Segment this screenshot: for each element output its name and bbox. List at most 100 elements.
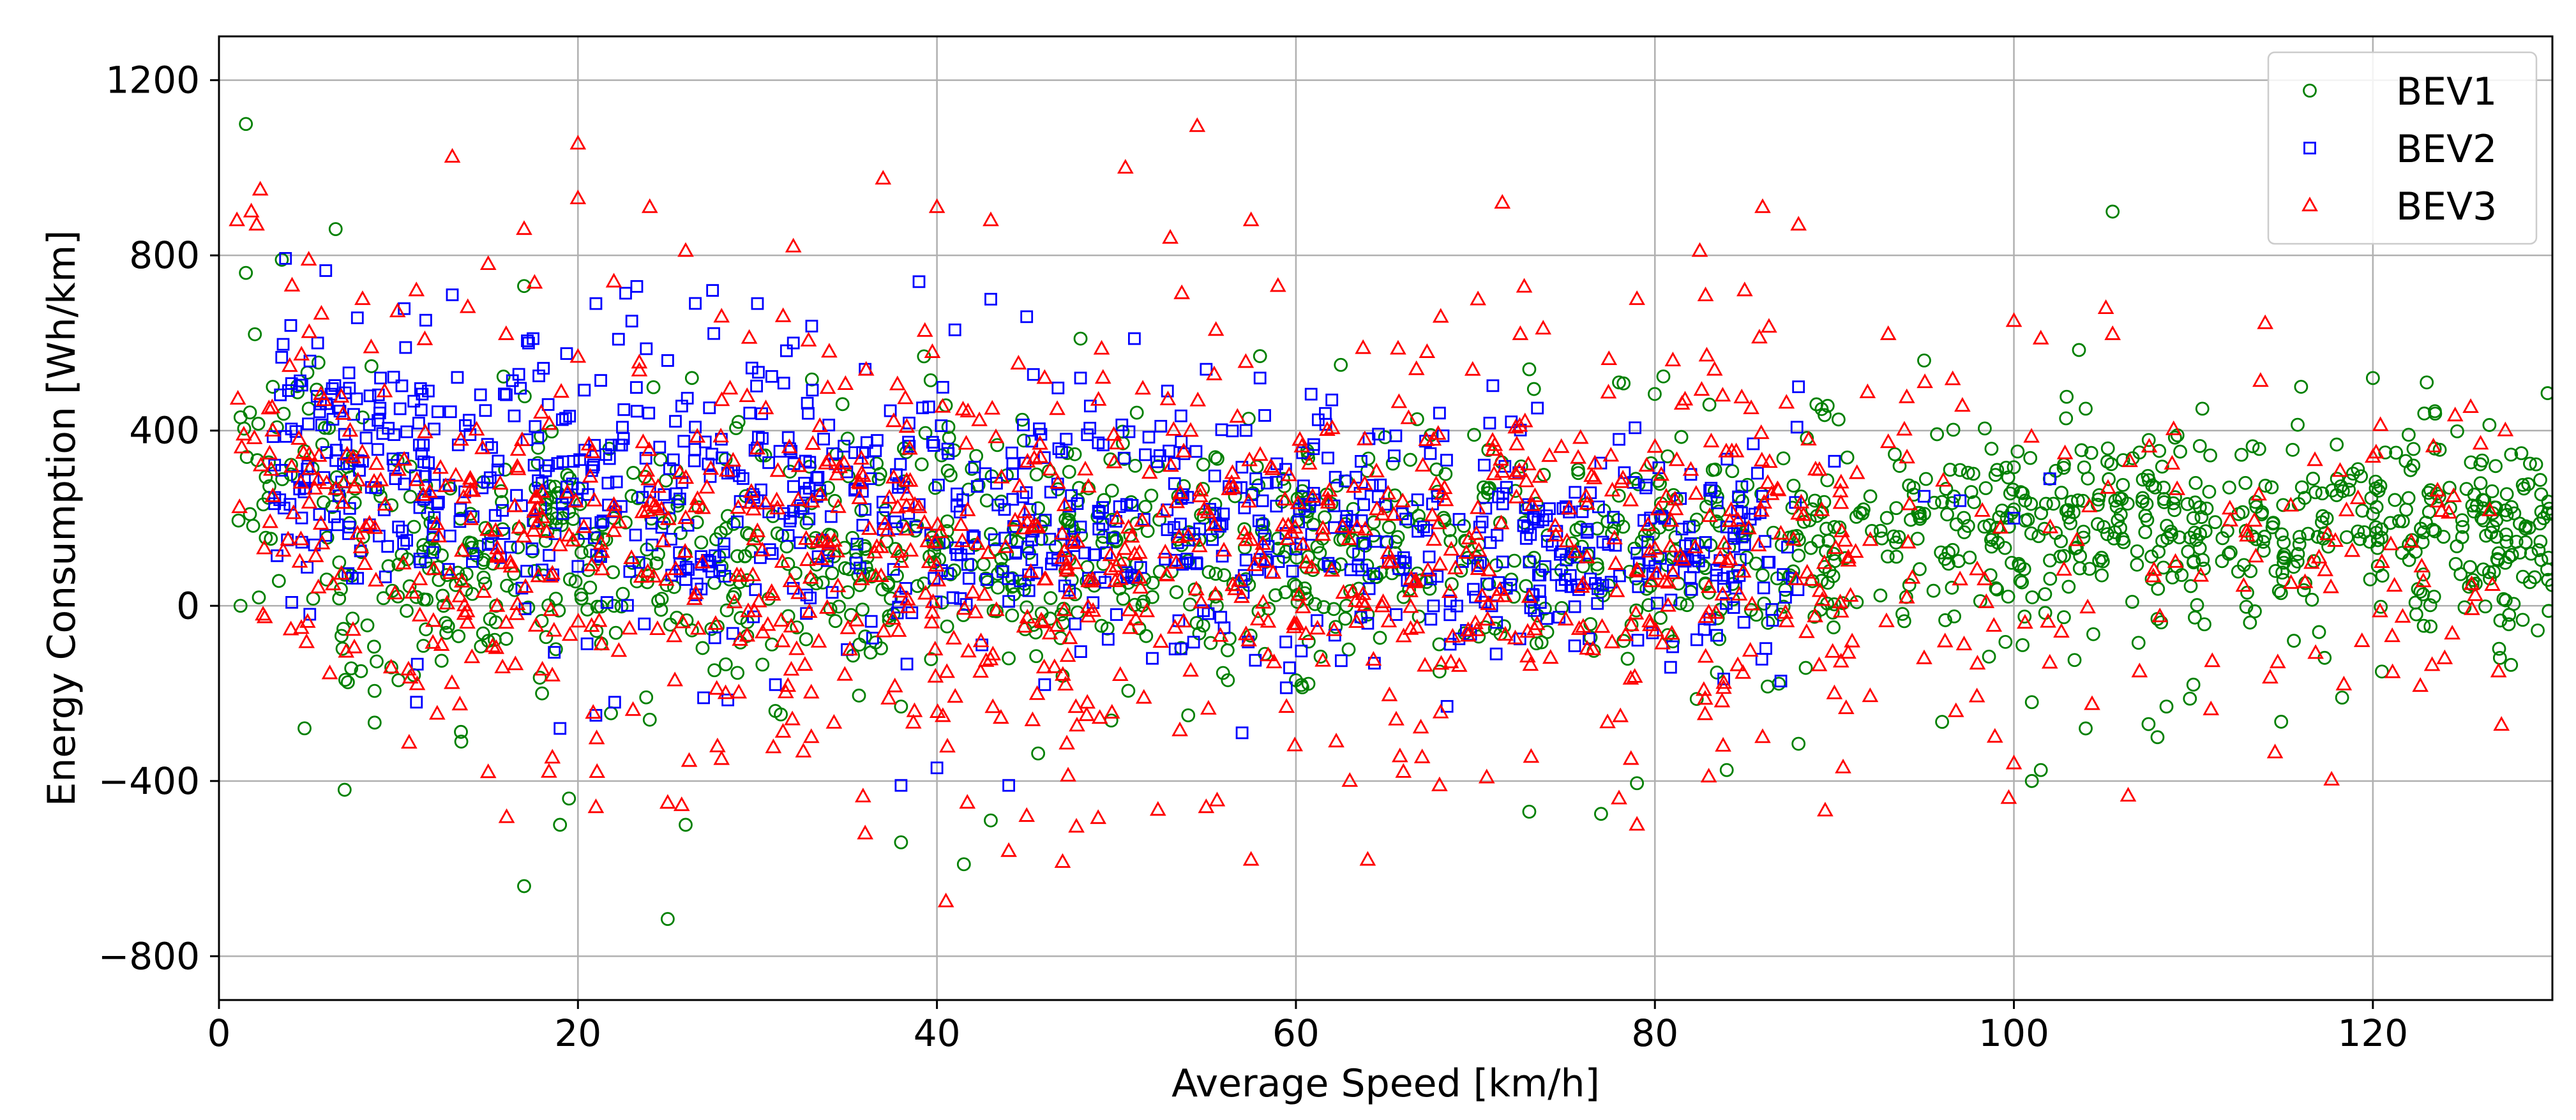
data-point-bev3 — [788, 640, 805, 655]
data-point-bev3 — [984, 399, 1001, 415]
data-point-bev2 — [689, 297, 702, 310]
data-point-bev3 — [1191, 537, 1208, 553]
data-point-bev3 — [1240, 493, 1257, 508]
data-point-bev3 — [641, 441, 658, 456]
data-point-bev3 — [2436, 649, 2453, 664]
data-point-bev3 — [2238, 523, 2255, 538]
data-point-bev1 — [1895, 607, 1909, 621]
data-point-bev1 — [2353, 532, 2367, 546]
data-point-bev2 — [381, 540, 395, 553]
data-point-bev1 — [342, 516, 357, 530]
data-point-bev2 — [319, 529, 333, 542]
data-point-bev1 — [1067, 447, 1082, 461]
data-point-bev1 — [2314, 515, 2329, 530]
data-point-bev3 — [1321, 482, 1338, 497]
data-point-bev2 — [856, 519, 870, 532]
data-point-bev1 — [2190, 598, 2204, 612]
data-point-bev2 — [916, 401, 929, 415]
data-point-bev2 — [1139, 448, 1152, 461]
data-point-bev1 — [2025, 590, 2040, 604]
data-point-bev2 — [311, 336, 324, 350]
data-point-bev2 — [351, 572, 365, 585]
data-point-bev3 — [2023, 428, 2040, 443]
data-point-bev1 — [1857, 502, 1871, 517]
data-point-bev2 — [615, 438, 628, 452]
data-point-bev2 — [1083, 421, 1097, 435]
data-point-bev1 — [2306, 472, 2320, 486]
data-point-bev3 — [1697, 287, 1714, 302]
data-point-bev2 — [749, 583, 762, 596]
data-point-bev1 — [2415, 535, 2430, 549]
data-point-bev2 — [954, 548, 968, 562]
data-point-bev3 — [1388, 710, 1405, 726]
data-point-bev3 — [993, 468, 1010, 484]
data-point-bev3 — [2374, 553, 2390, 568]
data-point-bev1 — [2024, 526, 2038, 541]
data-point-bev3 — [408, 281, 425, 297]
data-point-bev1 — [1129, 405, 1144, 420]
data-point-bev2 — [1703, 613, 1717, 626]
data-point-bev3 — [1473, 587, 1491, 602]
data-point-bev1 — [2186, 511, 2201, 525]
data-point-bev3 — [930, 571, 947, 586]
data-point-bev3 — [1834, 522, 1850, 537]
data-point-bev1 — [870, 456, 884, 471]
data-point-bev2 — [640, 342, 653, 355]
data-point-bev3 — [396, 451, 412, 466]
data-point-bev1 — [2291, 547, 2305, 561]
data-point-bev1 — [2450, 424, 2464, 438]
data-point-bev3 — [960, 643, 977, 658]
data-point-bev1 — [1917, 507, 1931, 521]
data-point-bev1 — [2420, 375, 2434, 390]
data-point-bev1 — [340, 675, 355, 689]
data-point-bev3 — [1516, 278, 1533, 293]
data-point-bev3 — [1303, 558, 1320, 574]
data-point-bev2 — [1433, 407, 1446, 420]
data-point-bev3 — [811, 417, 829, 432]
data-point-bev1 — [1889, 501, 1904, 516]
data-point-bev3 — [1663, 625, 1680, 640]
data-point-bev2 — [1127, 332, 1141, 345]
data-point-bev3 — [790, 584, 807, 599]
data-point-bev2 — [1629, 421, 1642, 435]
data-point-bev1 — [2542, 502, 2552, 516]
data-point-bev2 — [1440, 454, 1453, 467]
data-point-bev1 — [2414, 521, 2428, 536]
data-point-bev3 — [2490, 662, 2507, 678]
data-point-bev1 — [2490, 553, 2505, 567]
data-point-bev3 — [1172, 484, 1189, 499]
data-point-bev3 — [954, 400, 972, 415]
data-point-bev3 — [382, 659, 400, 674]
data-point-bev1 — [1534, 635, 1549, 650]
data-point-bev1 — [2181, 544, 2196, 559]
data-point-bev1 — [1497, 619, 1511, 634]
data-point-bev1 — [271, 574, 286, 588]
data-point-bev2 — [506, 374, 519, 387]
data-point-bev2 — [1469, 590, 1482, 604]
data-point-bev3 — [1069, 532, 1086, 548]
data-point-bev3 — [1742, 641, 1759, 657]
data-point-bev3 — [534, 661, 551, 676]
data-point-bev1 — [2095, 568, 2109, 583]
data-point-bev3 — [797, 656, 813, 671]
data-point-bev3 — [829, 578, 847, 593]
data-point-bev3 — [1383, 553, 1400, 568]
legend-box — [2267, 51, 2538, 245]
data-point-bev3 — [1604, 481, 1621, 497]
data-point-bev2 — [407, 394, 421, 408]
data-point-bev3 — [781, 438, 798, 454]
data-point-bev3 — [310, 447, 328, 462]
data-point-bev2 — [560, 347, 573, 360]
data-point-bev1 — [496, 370, 511, 384]
data-point-bev1 — [685, 623, 699, 638]
data-point-bev3 — [236, 426, 252, 441]
data-point-bev3 — [1431, 776, 1448, 791]
data-point-bev3 — [774, 632, 791, 648]
data-point-bev2 — [1339, 474, 1352, 488]
data-point-bev2 — [1675, 523, 1689, 535]
data-point-bev3 — [1103, 704, 1120, 719]
data-point-bev3 — [402, 668, 419, 683]
data-point-bev3 — [802, 569, 819, 584]
data-point-bev2 — [811, 470, 825, 484]
